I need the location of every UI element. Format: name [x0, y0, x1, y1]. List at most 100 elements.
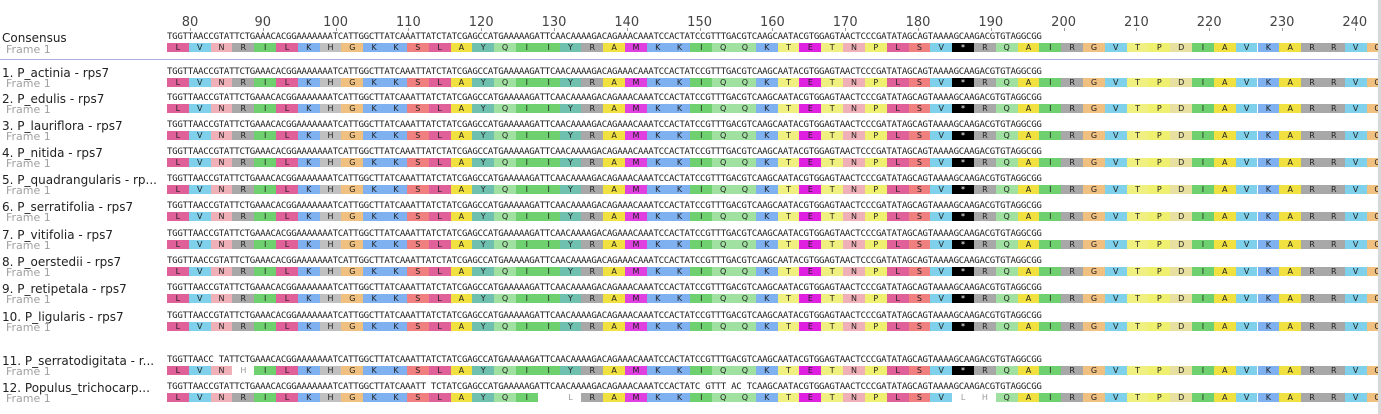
amino-acid-cell: I: [1039, 240, 1062, 249]
sequence-name[interactable]: 3. P_lauriflora - rps7: [2, 119, 123, 133]
sequence-name[interactable]: 1. P_actinia - rps7: [2, 66, 110, 80]
amino-acid-cell: T: [1126, 240, 1149, 249]
sequence-name[interactable]: 5. P_quadrangularis - rp...: [2, 173, 157, 187]
amino-acid-cell: Q: [995, 78, 1018, 87]
amino-acid-cell: A: [1213, 240, 1236, 249]
amino-acid-cell: N: [843, 393, 865, 402]
amino-acid-cell: *: [952, 212, 974, 221]
amino-acid-cell: Q: [734, 78, 756, 87]
amino-acid-cell: R: [581, 78, 604, 87]
sequence-name[interactable]: 12. Populus_trichocarp...: [2, 381, 150, 395]
amino-acid-cell: K: [363, 43, 386, 52]
amino-acid-cell: N: [843, 185, 865, 194]
ruler-tick-label: 130: [541, 15, 567, 30]
amino-acid-cell: Y: [472, 294, 495, 303]
amino-acid-cell: K: [363, 322, 386, 331]
amino-acid-cell: *: [952, 158, 974, 167]
amino-acid-cell: K: [668, 131, 691, 140]
amino-acid-cell: N: [210, 104, 233, 113]
amino-acid-cell: K: [755, 294, 778, 303]
amino-acid-cell: A: [1213, 393, 1236, 402]
amino-acid-cell: V: [930, 43, 953, 52]
amino-acid-cell: V: [1235, 212, 1258, 221]
amino-acid-cell: V: [1344, 240, 1367, 249]
amino-acid-cell: I: [690, 267, 713, 276]
amino-acid-cell: R: [973, 322, 996, 331]
amino-acid-cell: R: [973, 267, 996, 276]
sequence-name[interactable]: 9. P_retipetala - rps7: [2, 282, 127, 296]
sequence-name[interactable]: 11. P_serratodigitata - r...: [2, 354, 155, 368]
sequence-name-column: Consensus Frame 1 1. P_actinia - rps7 Frame…: [0, 0, 166, 414]
amino-acid-cell: A: [1279, 240, 1302, 249]
nucleotide-row: TGGTTAACCGTATTCTGAAACACGGAAAAAAATCATTGGC…: [167, 382, 1381, 392]
amino-acid-cell: Q: [712, 267, 735, 276]
amino-acid-cell: S: [406, 185, 429, 194]
amino-acid-cell: I: [537, 43, 560, 52]
amino-acid-cell: T: [1126, 393, 1149, 402]
amino-acid-cell: T: [777, 393, 800, 402]
frame-label: Frame 1: [6, 392, 51, 405]
nucleotide-sequence: TGGTTAACCGTATTCTGAAACACGGAAAAAAATCATTGGC…: [167, 382, 1042, 392]
amino-acid-cell: K: [646, 212, 669, 221]
amino-acid-cell: R: [1322, 43, 1345, 52]
amino-acid-cell: K: [755, 267, 778, 276]
amino-acid-cell: G: [1366, 104, 1381, 113]
sequence-name[interactable]: 8. P_oerstedii - rps7: [2, 255, 122, 269]
amino-acid-cell: M: [625, 240, 647, 249]
amino-acid-cell: R: [1322, 366, 1345, 375]
amino-acid-cell: S: [908, 131, 931, 140]
translation-row: L V N R I L K H G K K S L A Y Q I I Y R A M K K I Q Q K T E T N P L S V * R Q A…: [167, 322, 1381, 331]
amino-acid-cell: E: [799, 322, 822, 331]
amino-acid-cell: A: [1279, 131, 1302, 140]
amino-acid-cell: I: [515, 185, 538, 194]
ruler-tick-mark: [262, 28, 264, 31]
amino-acid-cell: L: [428, 78, 451, 87]
amino-acid-cell: A: [450, 104, 473, 113]
amino-acid-cell: I: [537, 158, 560, 167]
ruler-tick-mark: [918, 28, 919, 31]
nucleotide-row: TGGTTAACCGTATTCTGAAACACGGAAAAAAATCATTGGC…: [167, 201, 1381, 211]
sequence-name[interactable]: 10. P_ligularis - rps7: [2, 310, 124, 324]
vertical-scrollbar[interactable]: [1378, 0, 1381, 414]
ruler-tick-mark: [772, 28, 774, 31]
sequence-name[interactable]: 2. P_edulis - rps7: [2, 92, 105, 106]
amino-acid-cell: Y: [559, 158, 582, 167]
amino-acid-cell: V: [930, 267, 953, 276]
sequence-name[interactable]: 7. P_vitifolia - rps7: [2, 228, 113, 242]
amino-acid-cell: V: [1104, 43, 1127, 52]
amino-acid-cell: K: [297, 131, 320, 140]
amino-acid-cell: Q: [734, 212, 756, 221]
amino-acid-cell: G: [1083, 393, 1105, 402]
amino-acid-cell: [537, 393, 560, 402]
amino-acid-cell: G: [1366, 212, 1381, 221]
amino-acid-cell: I: [1192, 294, 1214, 303]
amino-acid-cell: L: [428, 104, 451, 113]
amino-acid-cell: M: [625, 104, 647, 113]
amino-acid-cell: K: [363, 158, 386, 167]
amino-acid-cell: K: [646, 131, 669, 140]
amino-acid-cell: R: [973, 78, 996, 87]
nucleotide-row: TGGTTAACCGTATTCTGAAACACGGAAAAAAATCATTGGC…: [167, 120, 1381, 130]
amino-acid-cell: I: [537, 78, 560, 87]
amino-acid-cell: D: [1170, 131, 1193, 140]
amino-acid-cell: V: [1344, 78, 1367, 87]
amino-acid-cell: Q: [712, 104, 735, 113]
amino-acid-cell: I: [537, 212, 560, 221]
amino-acid-cell: G: [1083, 212, 1105, 221]
amino-acid-cell: L: [428, 185, 451, 194]
amino-acid-cell: *: [952, 322, 974, 331]
sequence-name[interactable]: 4. P_nitida - rps7: [2, 146, 103, 160]
amino-acid-cell: N: [843, 158, 865, 167]
amino-acid-cell: L: [276, 185, 298, 194]
amino-acid-cell: S: [406, 393, 429, 402]
sequence-name[interactable]: Consensus: [2, 31, 67, 45]
amino-acid-cell: I: [537, 131, 560, 140]
ruler-tick-label: 80: [181, 15, 199, 30]
sequence-name[interactable]: 6. P_serratifolia - rps7: [2, 200, 134, 214]
amino-acid-cell: T: [777, 366, 800, 375]
amino-acid-cell: Q: [494, 78, 516, 87]
amino-acid-cell: K: [297, 185, 320, 194]
amino-acid-cell: R: [1301, 158, 1323, 167]
amino-acid-cell: V: [1235, 185, 1258, 194]
amino-acid-cell: I: [690, 104, 713, 113]
